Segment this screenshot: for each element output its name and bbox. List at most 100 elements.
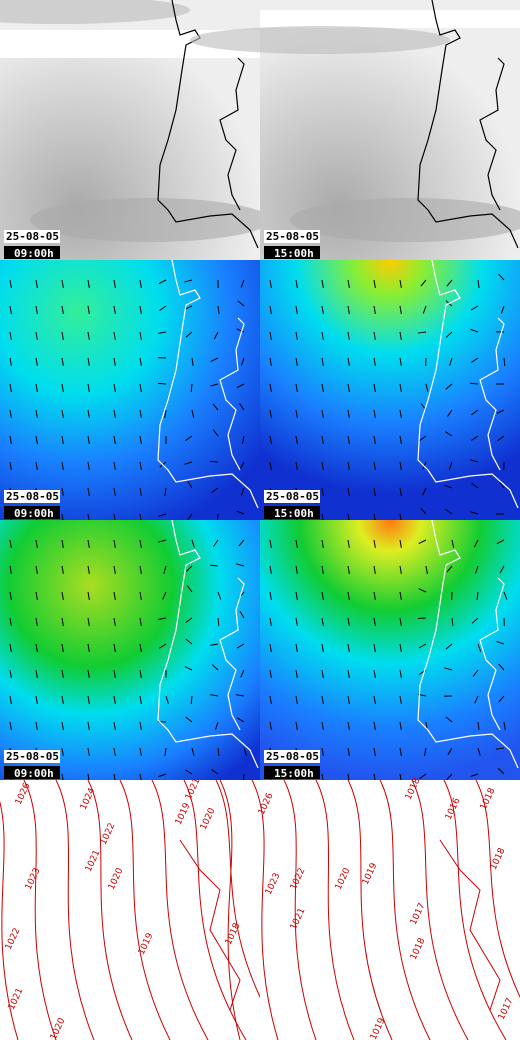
wind-arrow: [211, 664, 219, 671]
wind-arrow: [158, 513, 167, 517]
wind-arrow: [237, 300, 245, 307]
wind-arrow: [87, 617, 90, 626]
wind-arrow: [35, 409, 38, 418]
wind-arrow: [399, 487, 402, 496]
wind-arrow: [139, 617, 142, 626]
wind-arrow: [113, 565, 116, 574]
wind-arrow: [446, 279, 453, 287]
wind-arrow: [35, 539, 38, 548]
wind-arrow: [503, 357, 506, 367]
isobar: [87, 779, 133, 1040]
wind-arrow: [269, 669, 272, 678]
wind-arrow: [186, 513, 193, 521]
wind-arrow: [9, 383, 12, 392]
wind-arrow: [321, 461, 324, 470]
wind-arrow: [420, 279, 427, 287]
wind-arrow: [217, 591, 222, 600]
wind-arrow: [295, 669, 298, 678]
wind-arrow: [347, 721, 350, 730]
panel-background: [0, 780, 260, 1040]
wind-arrow: [269, 305, 272, 314]
wind-arrow: [498, 273, 505, 281]
wind-arrow: [35, 383, 38, 392]
wind-arrow: [347, 617, 350, 626]
wind-arrow: [61, 539, 64, 548]
wind-arrow: [210, 383, 219, 387]
wind-arrow: [9, 357, 12, 366]
wind-arrow: [9, 279, 12, 288]
wind-arrow: [321, 565, 324, 574]
wind-arrow: [399, 669, 402, 678]
wind-arrow: [210, 357, 219, 362]
time-box: [264, 246, 320, 259]
wind-arrow: [87, 669, 90, 678]
date-label: 25-08-05: [266, 750, 319, 763]
wind-arrow: [87, 331, 90, 340]
wind-arrow: [157, 382, 167, 385]
wind-arrow: [158, 331, 167, 334]
wind-arrow: [418, 588, 427, 593]
wind-arrow: [321, 383, 324, 392]
isobar: [379, 779, 431, 1040]
wind-arrow: [9, 461, 12, 470]
wind-arrow: [496, 539, 505, 545]
wind-arrow: [269, 331, 272, 340]
wind-arrow: [471, 435, 479, 441]
wind-arrow: [113, 435, 116, 444]
wind-arrow: [113, 643, 116, 652]
isobar: [443, 779, 507, 1040]
date-box: [264, 230, 320, 243]
isobar: [179, 839, 241, 1011]
wind-arrow: [61, 617, 64, 626]
wind-arrow: [61, 487, 64, 496]
wind-arrow: [35, 721, 38, 730]
wind-arrow: [186, 585, 193, 593]
wind-arrow: [212, 403, 219, 411]
isobar: [219, 779, 241, 1040]
wind-arrow: [425, 383, 429, 392]
wind-arrow: [238, 539, 245, 547]
wind-arrow: [87, 721, 90, 730]
wind-arrow: [347, 487, 350, 496]
wind-arrow: [87, 279, 90, 288]
wind-arrow: [470, 305, 479, 311]
cloud-blob: [190, 26, 450, 54]
wind-arrow: [420, 507, 427, 515]
wind-arrow: [236, 643, 245, 649]
wind-arrow: [236, 328, 245, 333]
wind-arrow: [61, 669, 64, 678]
wind-arrow: [470, 773, 479, 778]
wind-arrow: [240, 279, 245, 288]
date-box: [4, 230, 60, 243]
wind-arrow: [399, 695, 402, 704]
wind-arrow: [139, 669, 142, 678]
wind-arrow: [236, 694, 245, 697]
wind-arrow: [321, 539, 324, 548]
wind-arrow: [446, 565, 453, 573]
wind-arrow: [321, 305, 324, 314]
wind-arrow: [445, 508, 453, 515]
wind-arrow: [471, 357, 479, 363]
wind-arrow: [190, 383, 193, 393]
wind-arrow: [295, 539, 298, 548]
wind-arrow: [113, 357, 116, 366]
wind-arrow: [61, 383, 64, 392]
wind-arrow: [61, 279, 64, 288]
wind-arrow: [321, 643, 324, 652]
wind-arrow: [347, 747, 350, 756]
wind-arrow: [61, 643, 64, 652]
map-panel: 25-08-05 09:00h: [0, 259, 260, 523]
isobar: [315, 779, 355, 1040]
wind-arrow: [321, 331, 324, 340]
wind-arrow: [295, 409, 298, 418]
wind-arrow: [295, 435, 298, 444]
wind-arrow: [321, 617, 324, 626]
time-label: 09:00h: [14, 767, 54, 780]
isobar: [215, 779, 285, 1040]
wind-arrow: [241, 435, 245, 444]
wind-arrow: [269, 721, 272, 730]
wind-arrow: [373, 331, 376, 340]
wind-arrow: [399, 357, 402, 366]
wind-arrow: [269, 383, 272, 392]
isobar: [23, 779, 57, 1040]
